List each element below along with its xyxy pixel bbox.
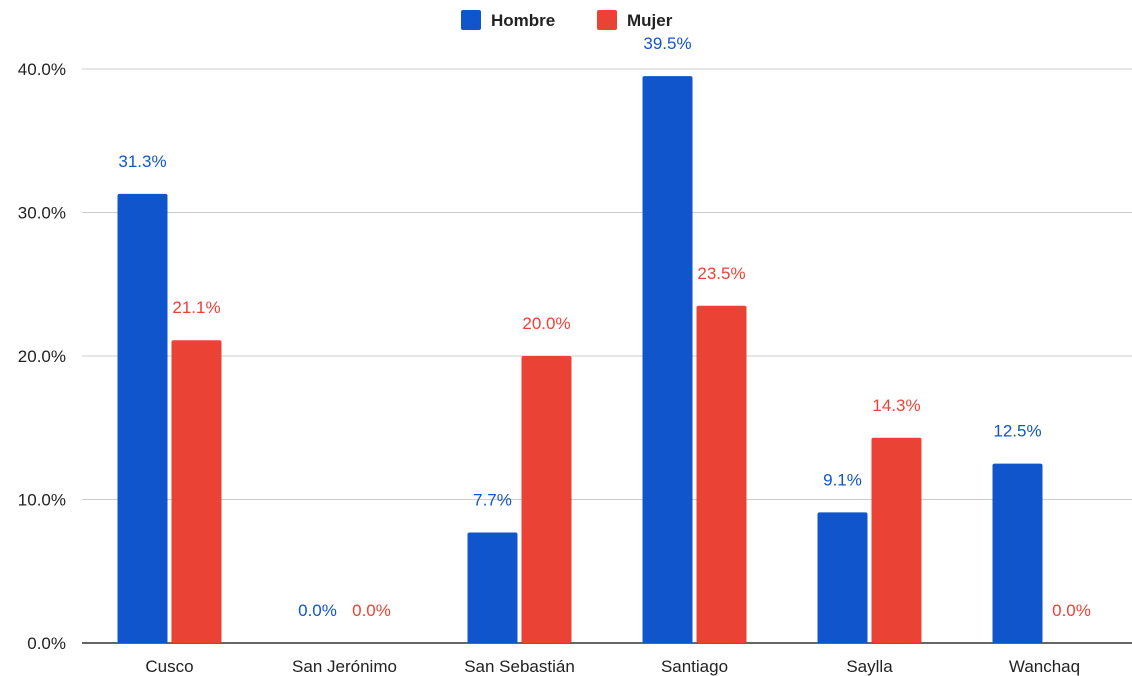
x-axis-ticks: Cusco San Jerónimo San Sebastián Santiago Sa… bbox=[145, 657, 1080, 676]
y-tick-label: 0.0% bbox=[27, 634, 66, 653]
y-tick-label: 30.0% bbox=[18, 204, 66, 223]
gridlines bbox=[82, 68, 1132, 644]
bar-mujer-3 bbox=[696, 305, 747, 643]
data-label-mujer-2: 20.0% bbox=[522, 314, 570, 333]
legend-swatch-mujer bbox=[597, 10, 617, 30]
data-label-mujer-3: 23.5% bbox=[697, 264, 745, 283]
data-label-mujer-0: 21.1% bbox=[172, 298, 220, 317]
x-tick-label: San Sebastián bbox=[464, 657, 575, 676]
y-tick-label: 10.0% bbox=[18, 491, 66, 510]
data-label-hombre-2: 7.7% bbox=[473, 491, 512, 510]
bar-hombre-5 bbox=[992, 463, 1043, 643]
data-label-mujer-1: 0.0% bbox=[352, 601, 391, 620]
bar-mujer-0 bbox=[171, 340, 222, 643]
data-label-hombre-3: 39.5% bbox=[643, 34, 691, 53]
data-label-hombre-1: 0.0% bbox=[298, 601, 337, 620]
y-tick-label: 20.0% bbox=[18, 347, 66, 366]
data-labels: 31.3% 21.1% 0.0% 0.0% 7.7% 20.0% 39.5% 23.5% 9.1… bbox=[118, 34, 1090, 620]
data-label-hombre-5: 12.5% bbox=[993, 422, 1041, 441]
bar-hombre-2 bbox=[467, 532, 518, 643]
x-tick-label: Santiago bbox=[661, 657, 728, 676]
data-label-hombre-4: 9.1% bbox=[823, 470, 862, 489]
legend: Hombre Mujer bbox=[461, 10, 673, 30]
x-tick-label: San Jerónimo bbox=[292, 657, 397, 676]
y-axis-ticks: 0.0% 10.0% 20.0% 30.0% 40.0% bbox=[18, 60, 66, 653]
bar-hombre-4 bbox=[817, 512, 868, 643]
data-label-mujer-5: 0.0% bbox=[1052, 601, 1091, 620]
legend-swatch-hombre bbox=[461, 10, 481, 30]
data-label-mujer-4: 14.3% bbox=[872, 396, 920, 415]
bar-hombre-3 bbox=[642, 76, 693, 644]
x-tick-label: Saylla bbox=[846, 657, 893, 676]
bar-mujer-2 bbox=[521, 356, 572, 643]
bar-hombre-0 bbox=[117, 193, 168, 643]
legend-label-mujer: Mujer bbox=[627, 11, 673, 30]
x-tick-label: Wanchaq bbox=[1009, 657, 1080, 676]
data-label-hombre-0: 31.3% bbox=[118, 152, 166, 171]
legend-label-hombre: Hombre bbox=[491, 11, 555, 30]
bar-mujer-4 bbox=[871, 437, 922, 643]
x-tick-label: Cusco bbox=[145, 657, 193, 676]
bars bbox=[117, 76, 1043, 644]
y-tick-label: 40.0% bbox=[18, 60, 66, 79]
